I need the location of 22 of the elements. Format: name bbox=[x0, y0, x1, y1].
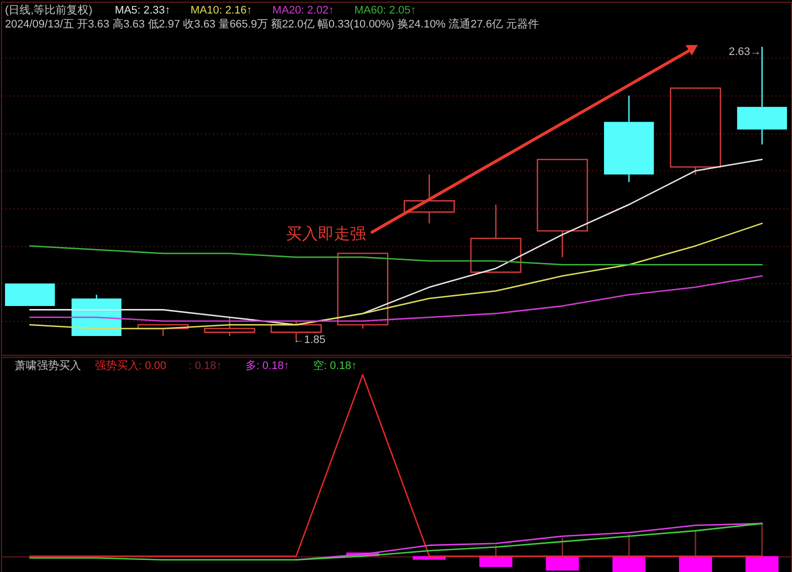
bar bbox=[546, 556, 579, 571]
text: 多: 0.18↑ bbox=[245, 360, 290, 372]
text: MA5: 2.33↑ bbox=[114, 4, 170, 17]
candlestick bbox=[536, 158, 588, 258]
text: MA10: 2.16↑ bbox=[190, 4, 252, 17]
text: 强势买入: 0.00 bbox=[94, 358, 166, 372]
text: : 0.18↑ bbox=[188, 360, 222, 372]
candlestick bbox=[470, 204, 522, 273]
text: 2024/09/13/五 开3.63 高3.63 低2.97 收3.63 量665.9万 额22.0亿 幅0.33(10.00%) 换24.10% 流通27.6亿 元器件 bbox=[4, 18, 540, 31]
candlestick bbox=[404, 174, 455, 224]
candlestick bbox=[337, 252, 388, 330]
candlestick bbox=[5, 283, 55, 306]
candlestick bbox=[204, 316, 256, 337]
chart-title: (日线,等比前复权) bbox=[4, 4, 92, 17]
annotation: 买入即走强 bbox=[286, 225, 366, 244]
annotation: ←1.85 bbox=[293, 334, 326, 346]
annotation: 2.63→ bbox=[728, 46, 762, 58]
text: 空: 0.18↑ bbox=[312, 358, 357, 372]
bar bbox=[479, 556, 512, 568]
chart-title: 萧啸强势买入 bbox=[14, 358, 81, 372]
text: MA20: 2.02↑ bbox=[272, 4, 334, 17]
text: MA60: 2.05↑ bbox=[354, 4, 416, 17]
